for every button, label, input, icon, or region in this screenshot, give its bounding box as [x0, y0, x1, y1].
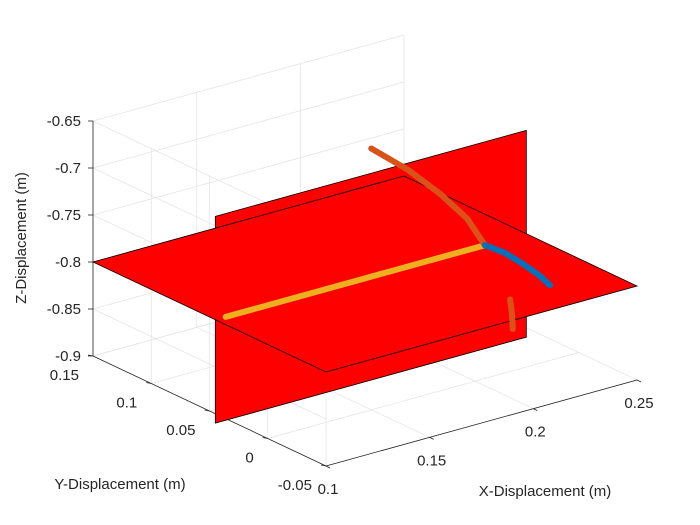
surface-layer	[91, 129, 639, 424]
x-tick	[533, 408, 538, 412]
z-tick-label: -0.7	[55, 160, 81, 177]
y-tick	[320, 464, 327, 467]
trajectory-line	[368, 145, 488, 249]
z-tick-label: -0.8	[55, 254, 81, 271]
x-tick	[429, 436, 434, 440]
x-tick-label: 0.2	[525, 424, 546, 441]
y-tick-label: 0.1	[116, 395, 137, 412]
y-tick	[146, 382, 152, 384]
z-tick-label: -0.65	[47, 113, 81, 130]
x-tick-label: 0.25	[624, 395, 653, 412]
y-tick	[262, 437, 268, 439]
x-tick-label: 0.1	[318, 481, 339, 498]
tick-labels: 0.1 0.15 0.2 0.25 -0.05 0 0.05 0.1 0.15 -0.9 -0.85…	[47, 113, 654, 498]
trajectory-line	[507, 296, 516, 332]
trajectory-line	[222, 242, 488, 320]
z-axis-label: Z-Displacement (m)	[13, 172, 30, 304]
z-tick-label: -0.75	[47, 207, 81, 224]
y-tick	[204, 409, 210, 412]
grid-line	[92, 128, 405, 216]
x-tick	[636, 379, 642, 383]
y-tick-label: 0.15	[50, 367, 79, 384]
surface-patch	[91, 175, 639, 373]
y-tick-label: 0.05	[166, 422, 195, 439]
grid-line	[92, 34, 405, 122]
y-tick-label: -0.05	[278, 477, 312, 494]
x-axis-line	[325, 379, 638, 467]
axis-layer	[87, 120, 642, 469]
x-axis-label: X-Displacement (m)	[479, 483, 612, 500]
x-tick	[325, 465, 331, 469]
grid-line	[267, 352, 579, 439]
y-axis-label: Y-Displacement (m)	[54, 476, 185, 493]
grid-line	[92, 81, 405, 169]
z-tick-label: -0.85	[47, 301, 81, 318]
y-tick-label: 0	[245, 450, 253, 467]
z-tick-label: -0.9	[55, 348, 81, 365]
x-tick-label: 0.15	[417, 452, 446, 469]
trajectory-line	[481, 242, 553, 289]
